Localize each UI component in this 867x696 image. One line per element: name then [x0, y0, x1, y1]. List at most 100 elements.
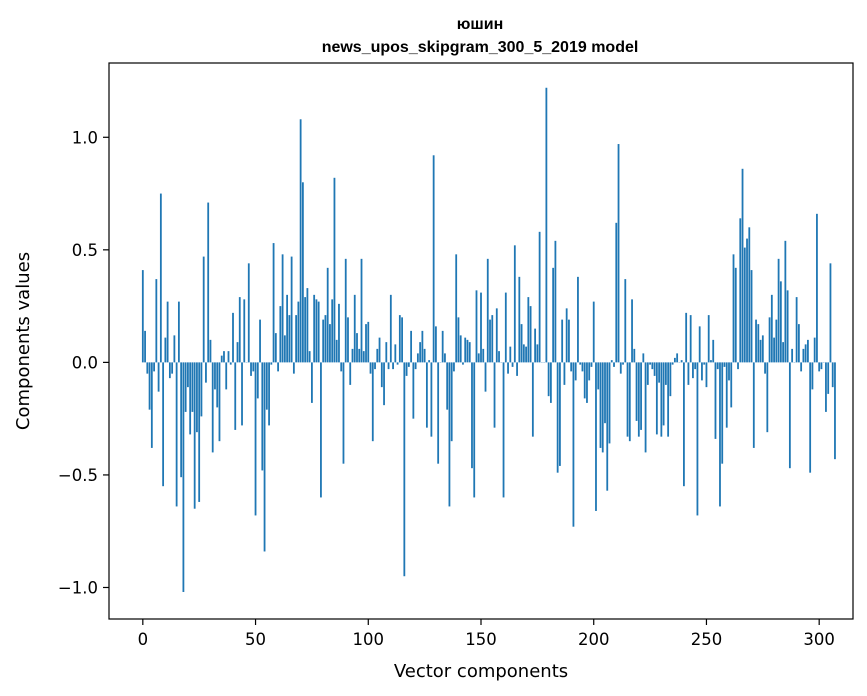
bar-74 [308, 351, 311, 363]
bar-82 [326, 267, 329, 363]
x-tick-label: 50 [245, 630, 266, 649]
bar-104 [376, 348, 379, 363]
bar-175 [536, 344, 539, 363]
bar-105 [378, 337, 381, 363]
bar-18 [182, 362, 185, 592]
bar-180 [547, 362, 550, 397]
y-tick-label: −0.5 [58, 466, 98, 485]
bar-240 [683, 362, 685, 487]
bar-226 [651, 362, 654, 370]
bar-52 [259, 319, 261, 363]
bar-306 [831, 362, 834, 388]
bar-2 [146, 362, 149, 374]
bar-136 [448, 362, 451, 507]
chart-title: юшин [457, 16, 504, 33]
bar-13 [171, 362, 174, 374]
bar-110 [389, 294, 392, 363]
bar-206 [606, 362, 609, 491]
bar-188 [565, 308, 568, 363]
y-tick-label: 0.5 [72, 241, 98, 260]
bar-203 [599, 362, 602, 448]
x-tick-label: 150 [465, 630, 497, 649]
bar-90 [344, 258, 347, 363]
bar-261 [730, 362, 733, 408]
bar-305 [829, 263, 832, 363]
bar-201 [595, 362, 597, 511]
bar-156 [493, 362, 496, 428]
bar-244 [692, 362, 694, 379]
bar-101 [369, 362, 372, 374]
bar-259 [725, 362, 728, 428]
bar-191 [572, 362, 575, 527]
bar-99 [365, 324, 367, 363]
bar-277 [766, 362, 769, 433]
bar-112 [394, 344, 397, 363]
bar-173 [531, 362, 534, 437]
bar-63 [283, 335, 286, 363]
bar-6 [155, 279, 158, 363]
bar-307 [834, 362, 836, 460]
bar-214 [624, 279, 627, 363]
bar-131 [437, 362, 440, 464]
bar-11 [166, 301, 169, 363]
bar-69 [297, 301, 300, 363]
bar-184 [556, 362, 559, 473]
bar-116 [403, 362, 406, 577]
bar-193 [577, 276, 579, 363]
bar-9 [162, 362, 165, 487]
x-tick-label: 300 [803, 630, 835, 649]
y-axis: −1.0 −0.5 0.0 0.5 1.0 [58, 128, 109, 597]
bar-129 [432, 155, 435, 363]
bar-22 [191, 362, 194, 412]
bar-257 [721, 362, 724, 464]
bar-109 [387, 362, 390, 370]
bar-213 [622, 362, 624, 365]
bar-48 [250, 362, 252, 376]
bar-71 [301, 182, 304, 363]
bar-274 [759, 339, 762, 363]
bar-239 [680, 360, 683, 363]
bar-124 [421, 330, 424, 363]
x-tick-label: 200 [578, 630, 610, 649]
bar-43 [238, 297, 241, 363]
bar-138 [453, 362, 455, 372]
bar-169 [522, 344, 525, 363]
bar-118 [407, 362, 410, 367]
bar-12 [168, 362, 171, 379]
bar-172 [529, 306, 532, 363]
bar-219 [635, 362, 638, 421]
bar-55 [265, 362, 268, 410]
bar-121 [414, 362, 417, 370]
bar-85 [333, 177, 336, 363]
bar-231 [662, 362, 665, 426]
bar-25 [198, 362, 201, 502]
bar-35 [220, 355, 223, 363]
bar-88 [340, 362, 343, 372]
bar-161 [504, 292, 507, 363]
bar-149 [477, 353, 480, 363]
bar-216 [628, 362, 631, 442]
bar-158 [498, 351, 500, 363]
bar-284 [782, 342, 785, 363]
bar-93 [351, 348, 354, 363]
bar-165 [513, 245, 516, 363]
bar-288 [791, 348, 794, 363]
bar-157 [495, 308, 498, 363]
bar-293 [802, 348, 805, 363]
bar-292 [800, 362, 803, 372]
bar-202 [597, 362, 600, 390]
bar-20 [187, 362, 189, 388]
bar-79 [320, 362, 322, 498]
bar-139 [455, 254, 458, 363]
bar-91 [347, 317, 349, 363]
bar-102 [371, 362, 374, 442]
bar-147 [473, 362, 476, 498]
bar-66 [290, 256, 293, 363]
bar-266 [741, 168, 744, 363]
bar-135 [446, 362, 449, 410]
bar-263 [734, 267, 737, 363]
bar-65 [288, 315, 291, 363]
bar-200 [592, 301, 595, 363]
bar-167 [518, 276, 521, 363]
bar-19 [184, 362, 187, 412]
